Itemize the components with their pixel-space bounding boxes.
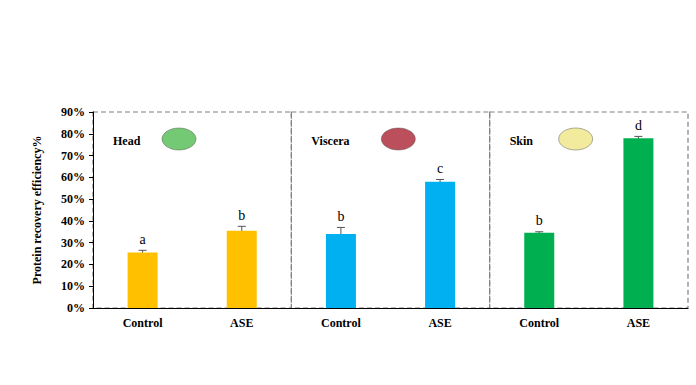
svg-text:Viscera: Viscera bbox=[311, 134, 349, 148]
svg-text:ASE: ASE bbox=[627, 316, 650, 330]
svg-text:50%: 50% bbox=[61, 192, 85, 206]
svg-text:0%: 0% bbox=[67, 301, 85, 315]
svg-text:d: d bbox=[635, 118, 642, 133]
svg-text:Skin: Skin bbox=[510, 134, 534, 148]
svg-text:Head: Head bbox=[113, 134, 141, 148]
svg-text:70%: 70% bbox=[61, 149, 85, 163]
svg-text:Control: Control bbox=[123, 316, 163, 330]
svg-text:30%: 30% bbox=[61, 236, 85, 250]
svg-text:90%: 90% bbox=[61, 105, 85, 119]
svg-text:20%: 20% bbox=[61, 257, 85, 271]
svg-text:b: b bbox=[337, 209, 344, 224]
svg-text:c: c bbox=[437, 161, 443, 176]
svg-text:Control: Control bbox=[519, 316, 559, 330]
svg-text:Control: Control bbox=[321, 316, 361, 330]
svg-text:ASE: ASE bbox=[230, 316, 253, 330]
svg-text:a: a bbox=[139, 232, 146, 247]
svg-text:10%: 10% bbox=[61, 279, 85, 293]
svg-text:40%: 40% bbox=[61, 214, 85, 228]
svg-text:Protein recovery efficiency%: Protein recovery efficiency% bbox=[30, 136, 44, 285]
svg-text:b: b bbox=[238, 208, 245, 223]
svg-text:60%: 60% bbox=[61, 170, 85, 184]
svg-text:80%: 80% bbox=[61, 127, 85, 141]
svg-text:ASE: ASE bbox=[428, 316, 451, 330]
svg-text:b: b bbox=[536, 213, 543, 228]
